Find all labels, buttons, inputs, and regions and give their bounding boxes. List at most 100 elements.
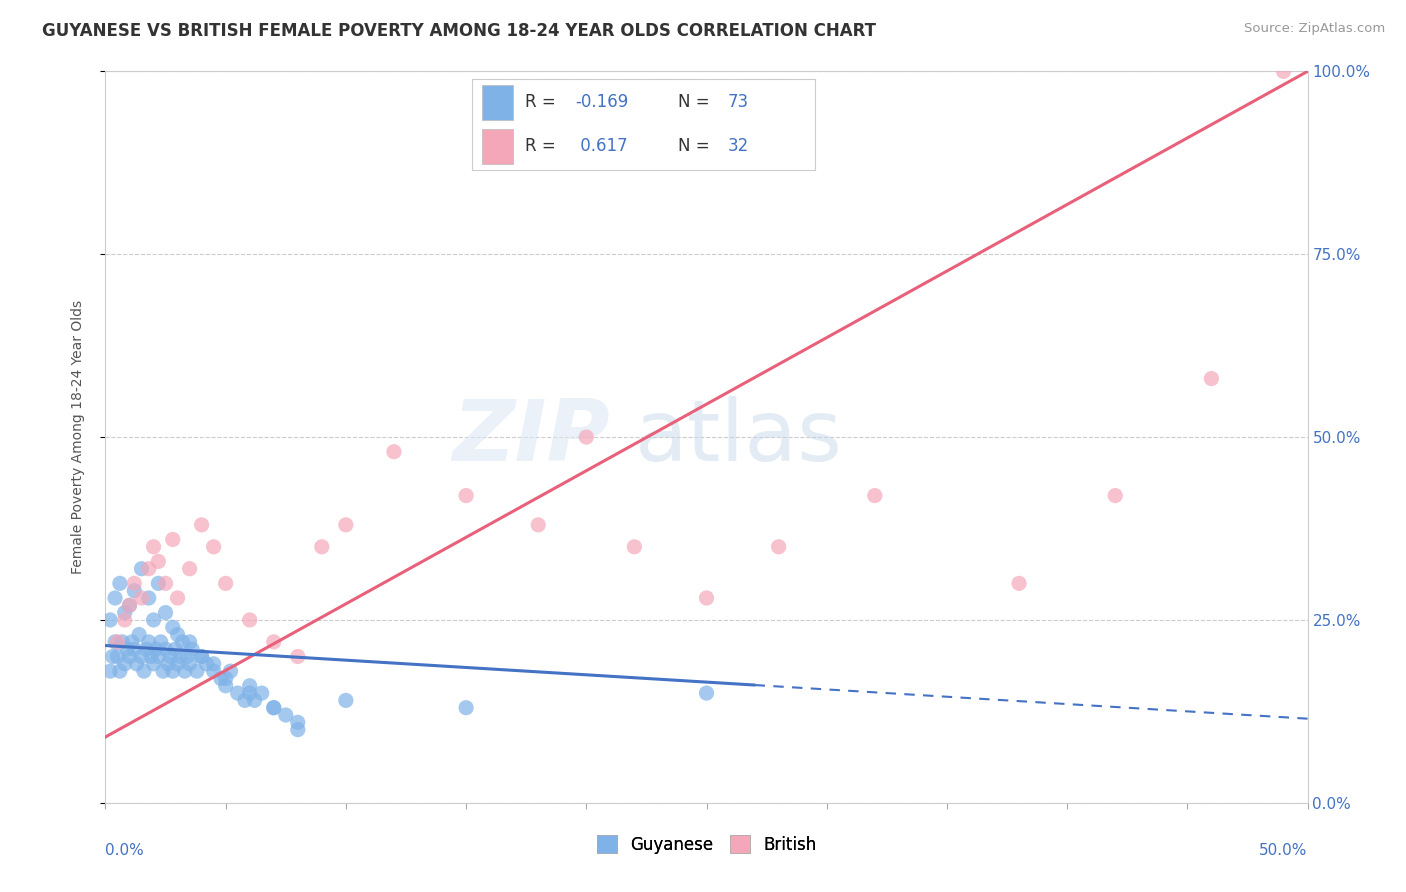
Point: [131, 591, 153, 605]
Point: [179, 562, 201, 576]
Point: [135, 642, 157, 657]
Point: [166, 591, 188, 605]
Point: [335, 693, 357, 707]
Point: [159, 649, 181, 664]
Point: [263, 700, 285, 714]
Point: [124, 642, 146, 657]
Point: [172, 635, 194, 649]
Point: [142, 613, 165, 627]
Point: [166, 627, 188, 641]
Point: [155, 606, 177, 620]
Point: [125, 657, 148, 671]
Point: [202, 540, 225, 554]
Text: Source: ZipAtlas.com: Source: ZipAtlas.com: [1244, 22, 1385, 36]
Point: [131, 649, 153, 664]
Point: [131, 562, 153, 576]
Point: [101, 649, 124, 664]
Point: [179, 635, 201, 649]
Point: [114, 657, 136, 671]
Point: [239, 613, 262, 627]
Point: [142, 657, 165, 671]
Y-axis label: Female Poverty Among 18-24 Year Olds: Female Poverty Among 18-24 Year Olds: [70, 300, 84, 574]
Point: [111, 635, 134, 649]
Point: [263, 635, 285, 649]
Point: [768, 540, 790, 554]
Point: [115, 642, 138, 657]
Point: [263, 700, 285, 714]
Point: [186, 664, 208, 678]
Point: [162, 664, 184, 678]
Text: GUYANESE VS BRITISH FEMALE POVERTY AMONG 18-24 YEAR OLDS CORRELATION CHART: GUYANESE VS BRITISH FEMALE POVERTY AMONG…: [42, 22, 876, 40]
Point: [107, 649, 129, 664]
Point: [108, 576, 131, 591]
Point: [98, 613, 121, 627]
Point: [190, 517, 212, 532]
Point: [243, 693, 266, 707]
Point: [575, 430, 598, 444]
Point: [239, 679, 262, 693]
Point: [1201, 371, 1223, 385]
Text: 0.0%: 0.0%: [105, 843, 145, 858]
Point: [209, 672, 232, 686]
Point: [128, 627, 150, 641]
Point: [173, 664, 195, 678]
Point: [219, 664, 242, 678]
Point: [1104, 489, 1126, 503]
Point: [166, 657, 188, 671]
Point: [190, 649, 212, 664]
Point: [202, 664, 225, 678]
Point: [156, 657, 179, 671]
Point: [181, 642, 204, 657]
Point: [165, 642, 187, 657]
Point: [162, 620, 184, 634]
Point: [124, 583, 146, 598]
Point: [114, 613, 136, 627]
Point: [214, 672, 236, 686]
Point: [382, 444, 405, 458]
Point: [107, 635, 129, 649]
Point: [148, 554, 170, 568]
Point: [155, 642, 177, 657]
Point: [162, 533, 184, 547]
Point: [138, 562, 160, 576]
Text: 50.0%: 50.0%: [1260, 843, 1308, 858]
Point: [1008, 576, 1031, 591]
Point: [623, 540, 645, 554]
Point: [121, 635, 143, 649]
Point: [138, 635, 160, 649]
Point: [104, 591, 127, 605]
Point: [335, 517, 357, 532]
Point: [287, 649, 309, 664]
Point: [149, 635, 172, 649]
Point: [114, 606, 136, 620]
Point: [152, 664, 174, 678]
Point: [169, 649, 191, 664]
Point: [214, 576, 236, 591]
Point: [233, 693, 256, 707]
Point: [454, 700, 477, 714]
Point: [124, 576, 146, 591]
Point: [142, 540, 165, 554]
Point: [454, 489, 477, 503]
Point: [202, 657, 225, 671]
Point: [155, 576, 177, 591]
Point: [250, 686, 273, 700]
Point: [696, 686, 718, 700]
Point: [214, 679, 236, 693]
Point: [311, 540, 333, 554]
Point: [148, 576, 170, 591]
Point: [118, 599, 141, 613]
Point: [863, 489, 886, 503]
Text: atlas: atlas: [634, 395, 842, 479]
Point: [118, 649, 141, 664]
Legend: Guyanese, British: Guyanese, British: [591, 829, 823, 860]
Point: [98, 664, 121, 678]
Point: [287, 715, 309, 730]
Point: [190, 649, 212, 664]
Point: [145, 642, 167, 657]
Point: [132, 664, 155, 678]
Point: [195, 657, 218, 671]
Point: [696, 591, 718, 605]
Point: [176, 649, 198, 664]
Point: [138, 591, 160, 605]
